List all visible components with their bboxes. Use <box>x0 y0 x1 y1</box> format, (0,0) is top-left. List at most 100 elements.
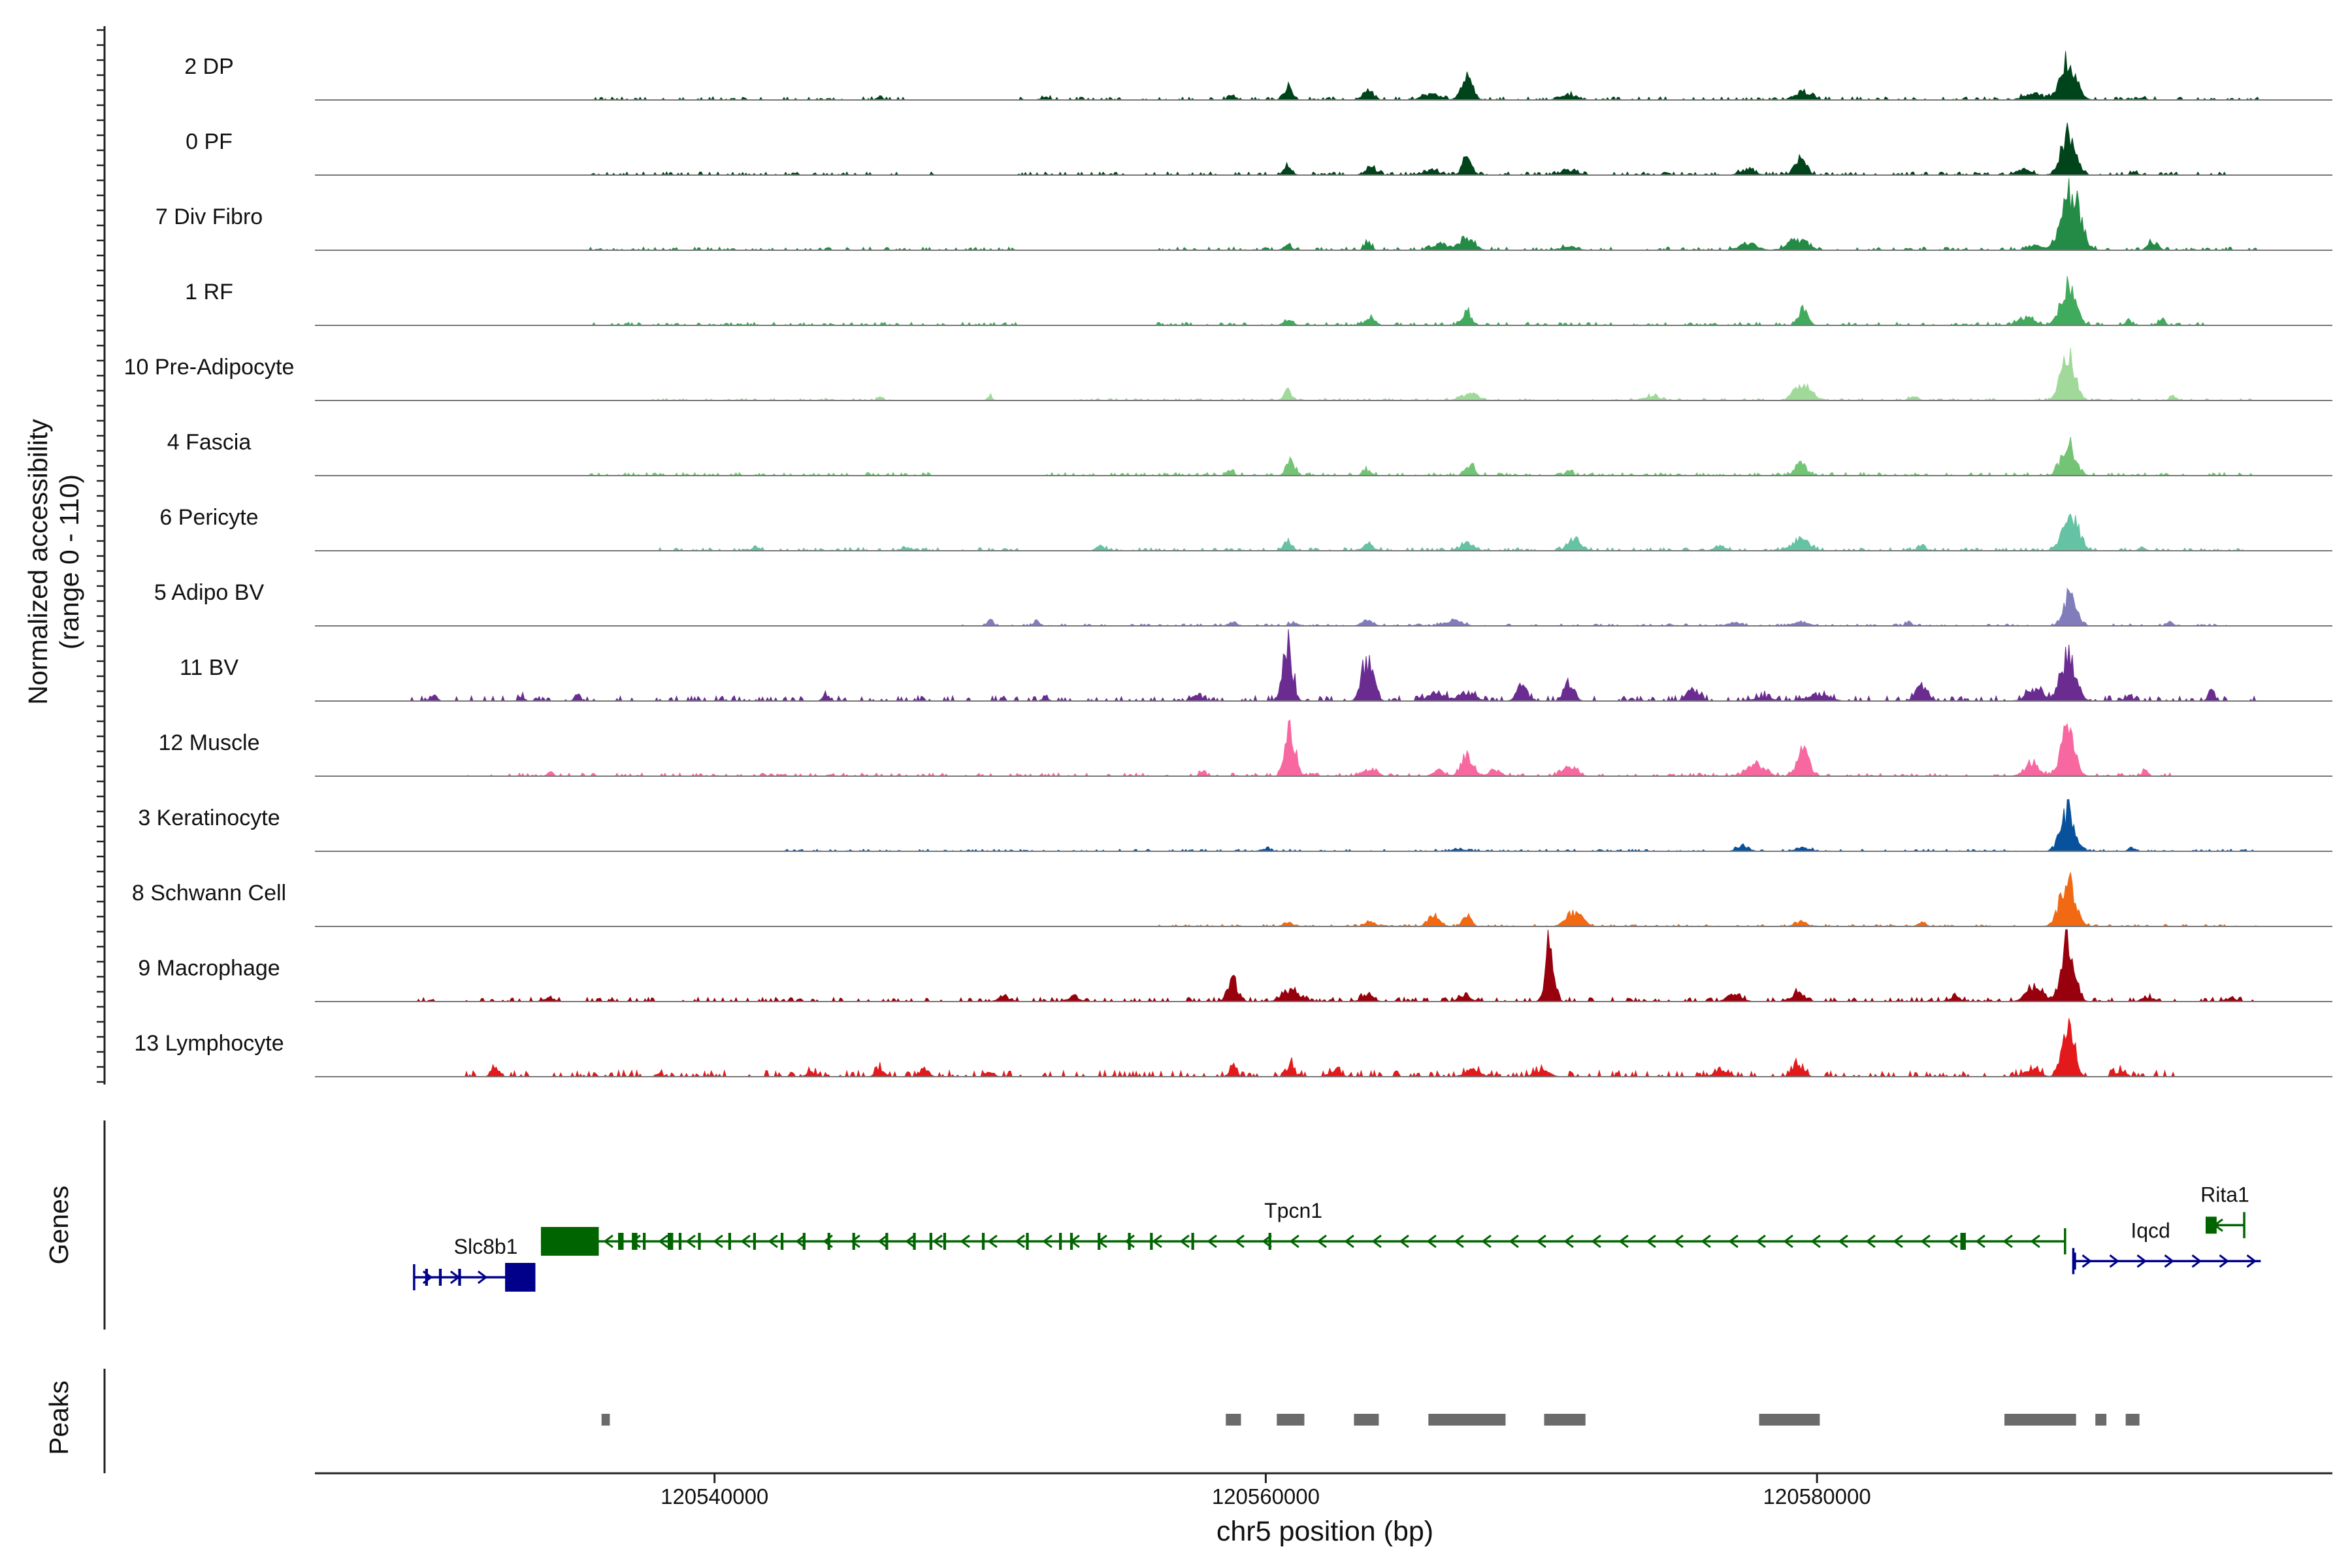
strand-chevron <box>2082 1254 2092 1268</box>
gene-exon <box>852 1233 855 1250</box>
strand-chevron <box>2246 1254 2257 1268</box>
track-label: 5 Adipo BV <box>154 580 265 605</box>
strand-chevron <box>877 1234 888 1249</box>
strand-chevron <box>1454 1234 1464 1249</box>
strand-chevron <box>1838 1234 1848 1249</box>
peak-region <box>2125 1414 2140 1426</box>
coverage-track: 10 Pre-Adipocyte <box>124 348 2332 401</box>
coverage-panel: 2 DP 0 PF 7 Div Fibro 1 RF 10 Pre-Adipocyte 4… <box>97 26 2332 1085</box>
gene-exon <box>540 1227 599 1256</box>
coverage-track: 7 Div Fibro <box>155 178 2332 252</box>
x-tick-label: 120580000 <box>1763 1484 1871 1509</box>
x-tick-label: 120560000 <box>1212 1484 1320 1509</box>
gene-exon <box>1960 1233 1966 1250</box>
track-label: 2 DP <box>184 54 234 79</box>
gene-exon <box>425 1269 428 1286</box>
gene-label: Iqcd <box>2131 1218 2170 1242</box>
genes-panel: Slc8b1 Tpcn1 Iqcd Rita1 <box>103 1120 2261 1330</box>
gene-label: Rita1 <box>2200 1183 2249 1206</box>
gene-exon <box>1191 1233 1194 1250</box>
peak-region <box>2095 1414 2107 1426</box>
strand-chevron <box>603 1234 613 1249</box>
strand-chevron <box>1371 1234 1382 1249</box>
coverage-area <box>384 1018 2278 1078</box>
strand-chevron <box>1673 1234 1684 1249</box>
gene-exon <box>728 1233 732 1250</box>
x-axis: 120540000 120560000 120580000 <box>315 1472 2332 1509</box>
track-label: 8 Schwann Cell <box>132 881 286 906</box>
gene-exon <box>1150 1233 1153 1250</box>
gene-exon <box>1059 1233 1062 1250</box>
strand-chevron <box>2219 1254 2229 1268</box>
coverage-area <box>384 587 2278 627</box>
strand-chevron <box>740 1234 751 1249</box>
strand-chevron <box>2002 1234 2013 1249</box>
coverage-area <box>384 276 2278 327</box>
coverage-track: 4 Fascia <box>167 430 2332 477</box>
strand-chevron <box>1179 1234 1190 1249</box>
gene-exon <box>438 1269 442 1286</box>
gene-exon <box>458 1269 461 1286</box>
gene-label: Tpcn1 <box>1264 1199 1322 1222</box>
gene-exon <box>753 1233 756 1250</box>
peak-region <box>1226 1414 1241 1426</box>
x-tick-label: 120540000 <box>661 1484 768 1509</box>
track-label: 7 Div Fibro <box>155 204 263 229</box>
gene-exon <box>2073 1252 2076 1270</box>
peak-region <box>2004 1414 2076 1426</box>
peaks-panel <box>103 1369 2140 1473</box>
gene-exon <box>505 1263 536 1292</box>
strand-chevron <box>1316 1234 1327 1249</box>
strand-chevron <box>1701 1234 1711 1249</box>
coverage-area <box>384 122 2278 176</box>
strand-chevron <box>1810 1234 1821 1249</box>
strand-chevron <box>2109 1254 2119 1268</box>
gene-exon <box>678 1233 682 1250</box>
strand-chevron <box>2191 1254 2202 1268</box>
coverage-track: 6 Pericyte <box>159 505 2332 552</box>
strand-chevron <box>1591 1234 1601 1249</box>
gene-exon <box>2205 1217 2217 1234</box>
track-label: 6 Pericyte <box>159 505 258 530</box>
coverage-area <box>384 513 2278 552</box>
gene-exon <box>981 1233 985 1250</box>
strand-chevron <box>1783 1234 1793 1249</box>
strand-chevron <box>932 1234 943 1249</box>
strand-chevron <box>1344 1234 1354 1249</box>
strand-chevron <box>768 1234 778 1249</box>
coverage-track: 8 Schwann Cell <box>132 872 2332 927</box>
coverage-track: 3 Keratinocyte <box>138 799 2332 852</box>
strand-chevron <box>2164 1254 2174 1268</box>
strand-chevron <box>1426 1234 1437 1249</box>
gene-exon <box>618 1233 624 1250</box>
gene-label: Slc8b1 <box>454 1235 518 1258</box>
strand-chevron <box>1728 1234 1739 1249</box>
strand-chevron <box>1124 1234 1135 1249</box>
gene-exon <box>643 1233 646 1250</box>
strand-chevron <box>850 1234 860 1249</box>
strand-chevron <box>987 1234 998 1249</box>
gene-model: Iqcd <box>2072 1218 2261 1275</box>
gene-model: Rita1 <box>2200 1183 2249 1239</box>
coverage-track: 5 Adipo BV <box>154 580 2332 627</box>
peak-region <box>1277 1414 1305 1426</box>
coverage-track: 12 Muscle <box>159 719 2332 777</box>
coverage-area <box>384 436 2278 477</box>
track-label: 12 Muscle <box>159 730 260 755</box>
coverage-track: 11 BV <box>180 629 2332 702</box>
strand-chevron <box>1618 1234 1629 1249</box>
strand-chevron <box>1015 1234 1025 1249</box>
gene-exon <box>1268 1233 1271 1250</box>
gene-exon <box>632 1233 638 1250</box>
y-axis-label-line1: Normalized accessibility <box>23 419 53 705</box>
track-label: 9 Macrophage <box>138 956 280 981</box>
coverage-area <box>384 929 2278 1003</box>
strand-chevron <box>1893 1234 1903 1249</box>
strand-chevron <box>1509 1234 1519 1249</box>
x-axis-title: chr5 position (bp) <box>1217 1516 1433 1547</box>
strand-chevron <box>1289 1234 1299 1249</box>
strand-chevron <box>795 1234 806 1249</box>
peak-region <box>1354 1414 1379 1426</box>
y-axis-label-line2: (range 0 - 110) <box>54 474 84 649</box>
gene-exon <box>929 1233 932 1250</box>
